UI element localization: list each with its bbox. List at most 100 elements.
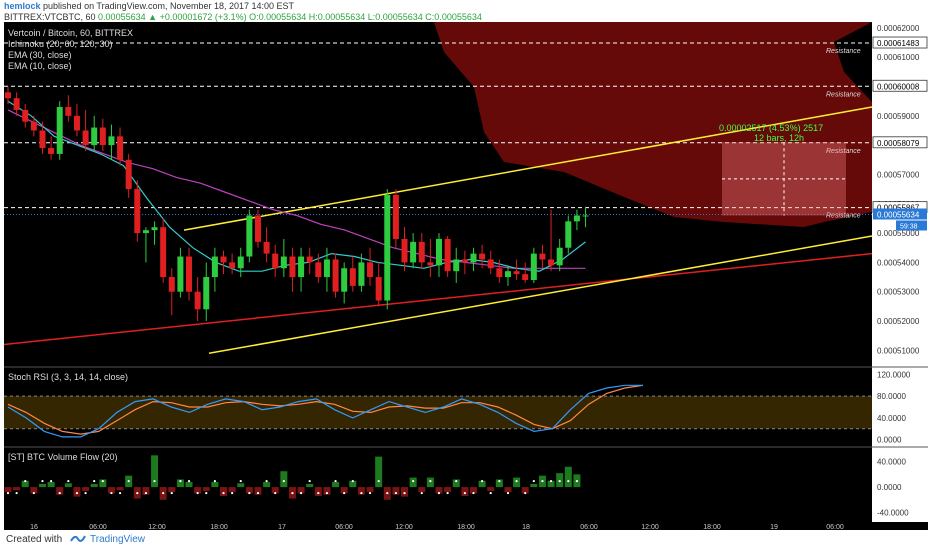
ohlc-values: O:0.00055634 H:0.00055634 L:0.00055634 C… [249, 12, 482, 22]
volume-flow-bar [521, 487, 529, 494]
volume-flow-dot [32, 491, 35, 495]
volume-flow-dot [179, 479, 182, 483]
volume-flow-dot [153, 479, 156, 483]
volume-flow-dot [162, 491, 165, 495]
last-price: 0.00055634 [98, 12, 146, 22]
volume-flow-dot [489, 491, 492, 495]
candle-body [539, 253, 546, 260]
volume-flow-dot [248, 491, 251, 495]
candle-body [436, 238, 442, 266]
price-tick: 0.00062000 [877, 24, 920, 33]
volume-flow-dot [394, 491, 397, 495]
volume-flow-dot [75, 491, 79, 495]
level-badge [872, 36, 928, 49]
candle-body [375, 277, 382, 301]
volume-flow-dot [6, 491, 10, 495]
volume-flow-dot [84, 491, 87, 495]
tradingview-logo-icon [70, 533, 86, 548]
time-tick: 17 [278, 524, 286, 530]
volume-flow-dot [567, 479, 570, 483]
volume-flow-dot [437, 491, 441, 495]
resistance-label: Resistance [826, 213, 861, 220]
countdown-badge [896, 220, 927, 231]
candle-body [556, 247, 563, 266]
candle-body [177, 256, 184, 292]
volume-flow-bar [340, 487, 348, 494]
time-tick: 12:00 [148, 524, 166, 530]
volume-flow-dot [93, 479, 96, 483]
volume-flow-bar [461, 487, 469, 496]
volume-flow-dot [291, 491, 294, 495]
stoch-tick: 80.0000 [877, 392, 906, 401]
candle-body [237, 256, 244, 269]
volume-flow-dot [187, 479, 191, 483]
stoch-tick: 0.0000 [877, 436, 902, 445]
support-trendline [4, 252, 873, 346]
volflow-title: [ST] BTC Volume Flow (20) [8, 452, 118, 462]
volume-flow-dot [386, 491, 389, 495]
candle-body [470, 253, 477, 263]
candle-body [487, 259, 494, 269]
resistance-label: Resistance [826, 48, 861, 55]
volume-flow-bar [392, 487, 400, 495]
volume-flow-dot [334, 479, 337, 483]
volume-flow-bar [185, 482, 193, 488]
volume-flow-bar [13, 487, 21, 491]
legend-title: Vertcoin / Bitcoin, 60, BITTREX [8, 28, 133, 38]
legend-ema10: EMA (10, close) [8, 61, 72, 71]
price-chart[interactable]: ResistanceResistanceResistanceResistance… [4, 22, 928, 530]
volume-flow-bar [504, 487, 512, 493]
candle-body [461, 259, 468, 263]
volume-flow-pane[interactable] [4, 455, 581, 500]
main-pane[interactable]: Resistance Resistance Resistance Resistance [4, 22, 873, 355]
stoch-rsi-pane[interactable] [4, 384, 872, 438]
axes: 0.000620000.000610000.000600000.00059000… [4, 22, 928, 530]
candle-body [91, 127, 98, 146]
volume-flow-dot [506, 491, 510, 495]
volume-flow-dot [41, 479, 44, 483]
volume-flow-dot [274, 491, 277, 495]
candle-body [22, 109, 29, 122]
candle-body [453, 259, 460, 272]
chart-area[interactable]: Resistance Resistance Resistance Resistance… [4, 22, 928, 530]
symbol-info: BITTREX:VTCBTC, 60 [4, 12, 96, 22]
volume-flow-bar [176, 479, 184, 488]
volume-flow-bar [409, 477, 417, 488]
level-badge [872, 136, 928, 149]
volume-flow-dot [67, 479, 70, 483]
level-badge-text: 0.00060008 [877, 82, 920, 91]
volume-flow-bar [228, 487, 236, 493]
volume-flow-bar [547, 480, 555, 488]
volume-flow-bar [401, 487, 409, 497]
volume-flow-dot [472, 491, 475, 495]
time-tick: 06:00 [826, 524, 844, 530]
candle-body [151, 227, 158, 231]
candle-body [229, 262, 236, 269]
candle-body [48, 148, 55, 154]
volume-flow-bar [418, 487, 426, 493]
volume-flow-dot [377, 479, 380, 483]
stoch-k-line [7, 384, 643, 438]
candle-body [134, 189, 141, 234]
volume-flow-dot [127, 479, 130, 483]
ichimoku-cloud [214, 22, 872, 227]
measure-label-1: 0.00002517 (4.53%) 2517 [719, 123, 823, 133]
tradingview-brand[interactable]: TradingView [90, 534, 146, 545]
footer: Created with TradingView [0, 530, 932, 550]
candle-body [444, 238, 451, 272]
candle-body [5, 92, 11, 99]
author-name[interactable]: hemlock [4, 1, 41, 11]
price-tick: 0.00057000 [877, 170, 920, 179]
volume-flow-dot [360, 491, 363, 495]
volume-flow-dot [222, 491, 225, 495]
volume-flow-bar [487, 487, 495, 491]
volume-flow-bar [245, 487, 253, 494]
candle-body [56, 107, 63, 154]
volume-flow-dot [265, 479, 268, 483]
time-tick: 12:00 [395, 524, 413, 530]
price-tick: 0.00055000 [877, 229, 920, 238]
volume-flow-dot [144, 491, 148, 495]
candle-body [513, 271, 520, 275]
candle-body [211, 256, 218, 278]
volume-flow-bar [444, 487, 452, 493]
